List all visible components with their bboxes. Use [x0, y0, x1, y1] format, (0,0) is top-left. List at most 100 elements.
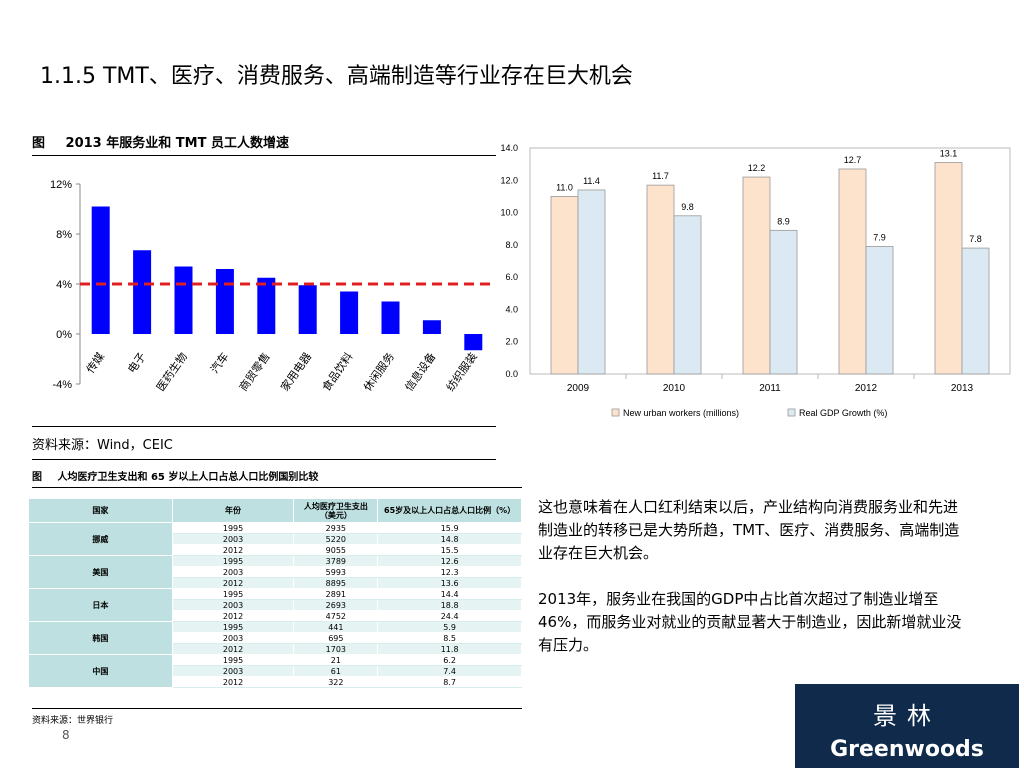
year-cell: 1995: [171, 621, 295, 633]
table-source: 资料来源：世界银行: [32, 708, 522, 726]
health-spending-cell: 61: [293, 665, 379, 677]
bar: [769, 229, 798, 375]
health-spending-cell: 441: [293, 621, 379, 633]
country-cell: 日本: [28, 588, 173, 622]
health-spending-cell: 4752: [293, 610, 379, 622]
data-label: 12.2: [748, 163, 766, 173]
year-cell: 1995: [171, 654, 295, 666]
data-label: 7.8: [969, 234, 982, 244]
legend-swatch: [787, 408, 796, 417]
x-tick-label: 2009: [567, 383, 590, 394]
year-cell: 2012: [171, 676, 295, 688]
bar: [550, 196, 579, 375]
x-tick-label: 休闲服务: [360, 350, 397, 394]
table-row: 韩国 1995 441 5.9: [28, 621, 522, 655]
data-label: 11.0: [556, 182, 573, 192]
y-tick-label: 14.0: [500, 143, 518, 153]
table-row: 美国 1995 3789 12.6: [28, 555, 522, 589]
bar: [174, 266, 193, 334]
year-cell: 2012: [171, 610, 295, 622]
x-tick-label: 医药生物: [153, 350, 190, 394]
legend-label: New urban workers (millions): [623, 408, 739, 418]
year-cell: 2003: [171, 599, 295, 611]
aged-ratio-cell: 5.9: [377, 621, 522, 633]
table-row: 中国 1995 21 6.2: [28, 654, 522, 688]
bar: [934, 162, 963, 375]
legend-swatch: [611, 408, 620, 417]
figure1-source: 资料来源：Wind，CEIC: [32, 426, 496, 460]
aged-ratio-cell: 14.4: [377, 588, 522, 600]
bar: [865, 246, 894, 375]
aged-ratio-cell: 7.4: [377, 665, 522, 677]
col-header-country: 国家: [28, 498, 173, 523]
bar: [298, 285, 317, 334]
y-tick-label: 12.0: [500, 175, 518, 185]
y-tick-label: 4.0: [505, 304, 518, 314]
data-label: 11.7: [652, 171, 669, 181]
figure1-caption: 图 2013 年服务业和 TMT 员工人数增速: [32, 132, 496, 156]
table-row: 2012 8895 13.6: [29, 577, 522, 589]
x-tick-label: 商贸零售: [236, 350, 273, 394]
health-spending-cell: 2935: [293, 522, 379, 534]
x-tick-label: 汽车: [207, 350, 231, 376]
y-tick-label: 6.0: [505, 272, 518, 282]
col-header-aged-ratio: 65岁及以上人口占总人口比例（%）: [377, 498, 522, 523]
body-text: 这也意味着在人口红利结束以后，产业结构向消费服务业和先进制造业的转移已是大势所趋…: [538, 496, 962, 680]
aged-ratio-cell: 6.2: [377, 654, 522, 666]
health-spending-cell: 1703: [293, 643, 379, 655]
year-cell: 2003: [171, 632, 295, 644]
bar: [257, 277, 276, 334]
x-tick-label: 纺织服装: [443, 350, 480, 394]
figure1-title: 2013 年服务业和 TMT 员工人数增速: [65, 136, 289, 151]
country-cell: 韩国: [28, 621, 173, 655]
col-header-year: 年份: [171, 498, 295, 523]
year-cell: 2003: [171, 665, 295, 677]
health-spending-cell: 695: [293, 632, 379, 644]
year-cell: 2012: [171, 544, 295, 556]
health-spending-cell: 21: [293, 654, 379, 666]
bar: [577, 189, 606, 375]
x-tick-label: 2012: [855, 383, 878, 394]
year-cell: 1995: [171, 522, 295, 534]
health-spending-cell: 5993: [293, 566, 379, 578]
aged-ratio-cell: 14.8: [377, 533, 522, 545]
table-row: 2012 1703 11.8: [29, 643, 522, 655]
country-cell: 挪威: [28, 522, 173, 556]
table-label: 图: [32, 472, 42, 483]
x-tick-label: 2013: [951, 383, 974, 394]
bar: [91, 206, 110, 334]
table-row: 2003 695 8.5: [29, 632, 522, 644]
y-tick-label: 10.0: [500, 208, 518, 218]
bar: [961, 247, 990, 375]
bar: [742, 176, 771, 375]
data-label: 8.9: [777, 216, 790, 226]
logo-chinese-name: 景林: [873, 702, 941, 730]
y-tick-label: 4%: [56, 279, 72, 291]
y-tick-label: 0%: [56, 329, 72, 341]
health-spending-cell: 2891: [293, 588, 379, 600]
page-number: 8: [62, 728, 70, 742]
aged-ratio-cell: 13.6: [377, 577, 522, 589]
y-tick-label: 12%: [50, 179, 72, 191]
data-label: 11.4: [583, 176, 600, 186]
year-cell: 1995: [171, 555, 295, 567]
aged-ratio-cell: 18.8: [377, 599, 522, 611]
y-tick-label: 8%: [56, 229, 72, 241]
y-tick-label: -4%: [52, 379, 72, 391]
x-tick-label: 2010: [663, 383, 686, 394]
bar: [340, 291, 359, 334]
data-label: 12.7: [844, 155, 862, 165]
bar: [133, 250, 152, 334]
aged-ratio-cell: 15.9: [377, 522, 522, 534]
bar: [838, 168, 867, 375]
table-caption: 图 人均医疗卫生支出和 65 岁以上人口占总人口比例国别比较: [32, 468, 522, 488]
country-cell: 美国: [28, 555, 173, 589]
data-label: 7.9: [873, 232, 886, 242]
bar: [646, 184, 675, 375]
page-title: 1.1.5 TMT、医疗、消费服务、高端制造等行业存在巨大机会: [40, 64, 633, 89]
bar: [422, 320, 441, 334]
year-cell: 2003: [171, 533, 295, 545]
body-paragraph-1: 这也意味着在人口红利结束以后，产业结构向消费服务业和先进制造业的转移已是大势所趋…: [538, 498, 960, 562]
company-logo: 景林 Greenwoods: [795, 684, 1019, 768]
x-tick-label: 2011: [759, 383, 781, 394]
